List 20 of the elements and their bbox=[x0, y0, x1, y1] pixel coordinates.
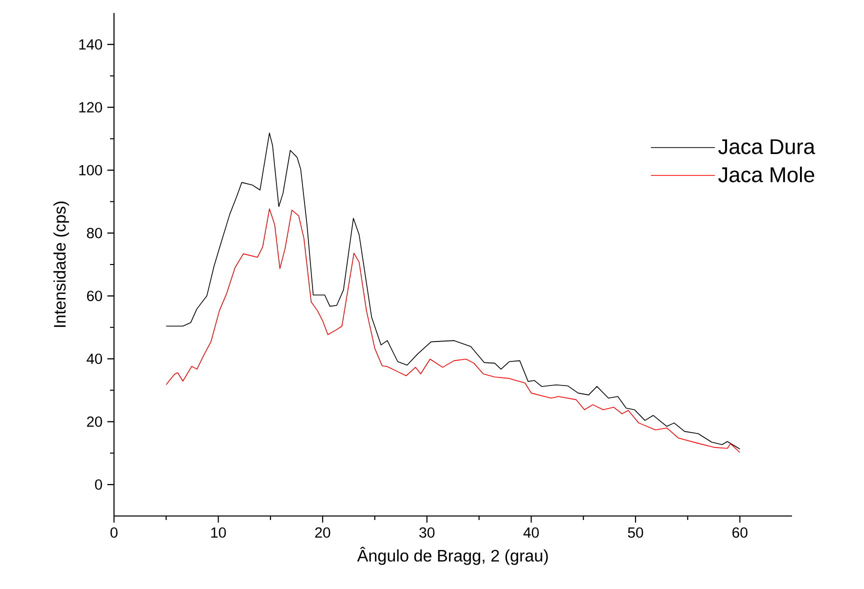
x-tick-label: 50 bbox=[628, 527, 644, 538]
x-tick-label: 10 bbox=[211, 527, 226, 538]
y-tick-label: 20 bbox=[87, 416, 102, 427]
x-tick-label: 0 bbox=[110, 527, 118, 538]
y-tick-label: 0 bbox=[95, 479, 102, 490]
legend-label: Jaca Dura bbox=[718, 139, 816, 154]
y-tick-label: 140 bbox=[79, 39, 102, 50]
x-tick-label: 30 bbox=[419, 527, 434, 538]
legend-label: Jaca Mole bbox=[718, 166, 814, 182]
y-tick-label: 120 bbox=[79, 102, 102, 112]
x-axis-title: Ângulo de Bragg, 2 (grau) bbox=[357, 546, 548, 565]
x-tick-label: 40 bbox=[523, 527, 539, 538]
x-tick-label: 20 bbox=[315, 527, 330, 538]
y-tick-label: 40 bbox=[86, 354, 102, 364]
y-tick-label: 100 bbox=[79, 165, 102, 176]
y-axis-title: Intensidade (cps) bbox=[53, 202, 69, 327]
y-tick-label: 80 bbox=[86, 228, 102, 238]
x-tick-label: 60 bbox=[732, 527, 748, 538]
line-series bbox=[166, 208, 740, 453]
y-tick-label: 60 bbox=[87, 290, 102, 302]
